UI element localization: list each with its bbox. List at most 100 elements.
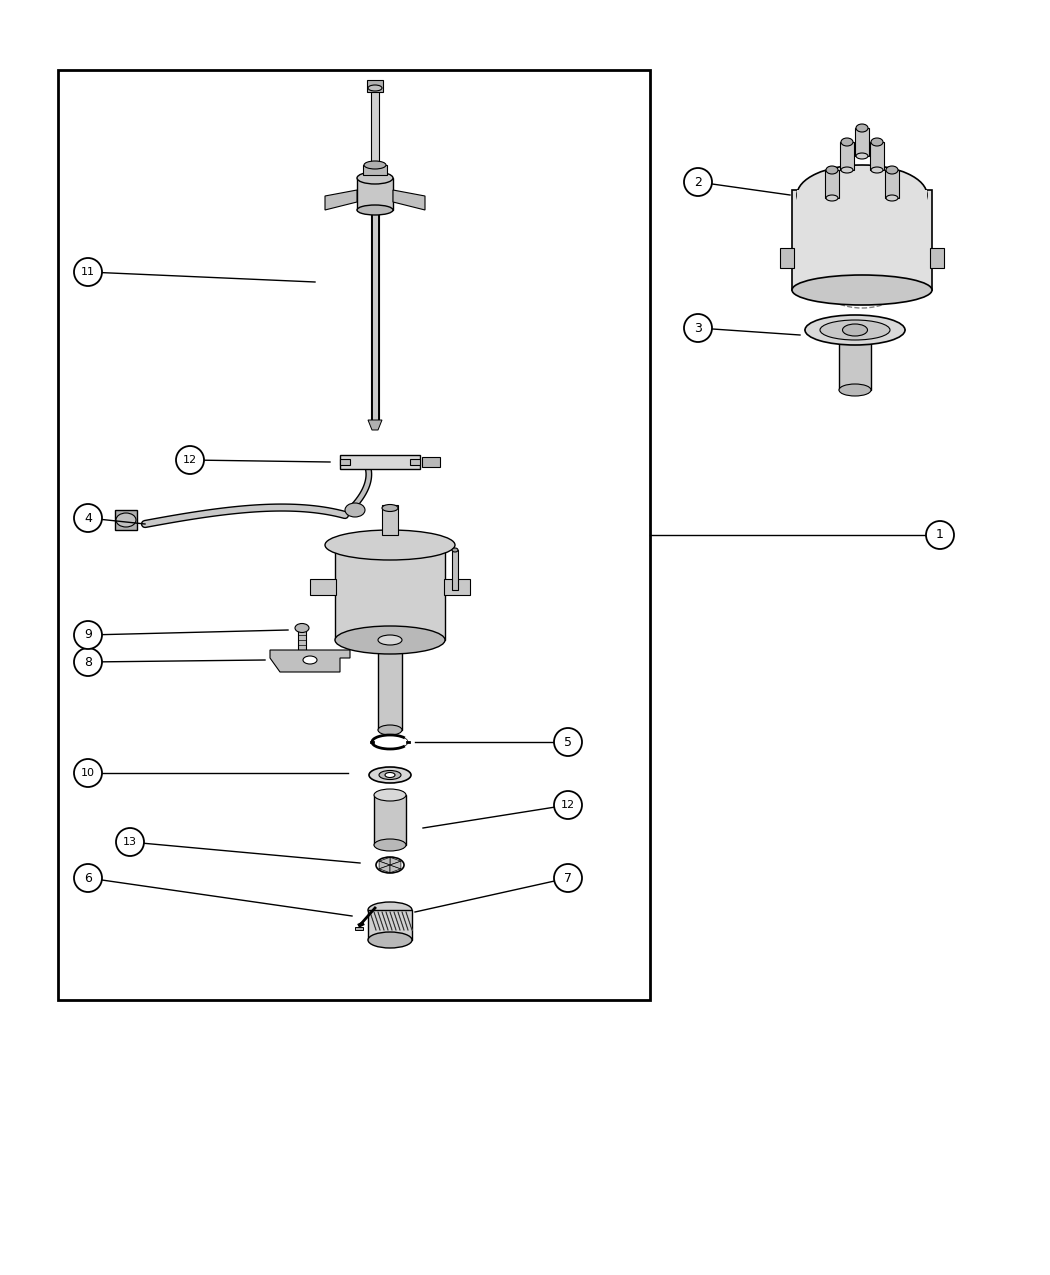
Circle shape <box>554 864 582 892</box>
Bar <box>368 80 383 92</box>
Ellipse shape <box>452 548 458 552</box>
Bar <box>444 579 470 595</box>
Circle shape <box>74 648 102 676</box>
Bar <box>930 249 944 268</box>
Ellipse shape <box>805 315 905 346</box>
Polygon shape <box>270 650 350 672</box>
Ellipse shape <box>374 839 406 850</box>
Circle shape <box>74 864 102 892</box>
Ellipse shape <box>116 513 136 527</box>
Text: 11: 11 <box>81 266 94 277</box>
Ellipse shape <box>856 124 868 133</box>
Bar <box>368 910 412 940</box>
Polygon shape <box>390 857 401 864</box>
Text: 7: 7 <box>564 872 572 885</box>
Ellipse shape <box>805 324 905 337</box>
Bar <box>58 70 650 1000</box>
Ellipse shape <box>378 725 402 734</box>
Bar <box>335 544 445 640</box>
Bar <box>840 142 854 170</box>
Polygon shape <box>379 864 390 872</box>
Circle shape <box>554 728 582 756</box>
Bar <box>371 91 379 419</box>
Text: 5: 5 <box>564 736 572 748</box>
Text: 4: 4 <box>84 511 92 524</box>
Bar <box>310 579 336 595</box>
Ellipse shape <box>368 932 412 949</box>
Bar <box>839 330 872 390</box>
Bar <box>797 190 927 240</box>
Ellipse shape <box>872 167 883 173</box>
Text: 13: 13 <box>123 836 136 847</box>
Bar <box>870 142 884 170</box>
Bar <box>374 796 406 845</box>
Ellipse shape <box>357 172 393 184</box>
Ellipse shape <box>385 773 395 778</box>
Ellipse shape <box>841 138 853 147</box>
Text: 9: 9 <box>84 629 92 641</box>
Ellipse shape <box>303 657 317 664</box>
Polygon shape <box>326 190 357 210</box>
Polygon shape <box>393 190 425 210</box>
Text: 3: 3 <box>694 321 702 334</box>
Ellipse shape <box>856 153 868 159</box>
Text: 10: 10 <box>81 768 94 778</box>
Bar <box>410 459 420 465</box>
Ellipse shape <box>792 275 932 305</box>
Ellipse shape <box>369 768 411 783</box>
Bar <box>357 179 393 210</box>
Bar <box>885 170 899 198</box>
Ellipse shape <box>379 770 401 779</box>
Ellipse shape <box>357 205 393 215</box>
Bar <box>825 170 839 198</box>
Ellipse shape <box>326 530 455 560</box>
Polygon shape <box>390 864 401 872</box>
Bar <box>372 210 378 419</box>
Ellipse shape <box>826 166 838 173</box>
Ellipse shape <box>364 161 386 170</box>
Circle shape <box>554 790 582 819</box>
Bar <box>340 455 420 469</box>
Bar <box>340 459 350 465</box>
Circle shape <box>684 314 712 342</box>
Circle shape <box>176 446 204 474</box>
Text: 12: 12 <box>561 799 575 810</box>
Ellipse shape <box>842 324 867 337</box>
Ellipse shape <box>378 635 402 645</box>
Bar <box>422 456 440 467</box>
Ellipse shape <box>820 320 890 340</box>
Bar <box>855 128 869 156</box>
Ellipse shape <box>841 167 853 173</box>
Bar <box>792 190 932 289</box>
Bar <box>355 927 363 929</box>
Ellipse shape <box>345 504 365 516</box>
Ellipse shape <box>839 384 872 397</box>
Circle shape <box>74 258 102 286</box>
Ellipse shape <box>886 195 898 201</box>
Ellipse shape <box>374 789 406 801</box>
Bar <box>452 550 458 590</box>
Circle shape <box>74 504 102 532</box>
Ellipse shape <box>295 623 309 632</box>
Circle shape <box>116 827 144 856</box>
Text: 2: 2 <box>694 176 702 189</box>
Ellipse shape <box>382 505 398 511</box>
Ellipse shape <box>872 138 883 147</box>
Circle shape <box>926 521 954 550</box>
Bar <box>378 640 402 731</box>
Bar <box>382 505 398 536</box>
Bar <box>298 629 306 650</box>
Text: 8: 8 <box>84 655 92 668</box>
Ellipse shape <box>368 901 412 918</box>
Bar <box>780 249 794 268</box>
Circle shape <box>74 621 102 649</box>
Polygon shape <box>390 861 401 868</box>
Bar <box>363 164 387 175</box>
Ellipse shape <box>797 164 927 224</box>
Bar <box>116 510 136 530</box>
Text: 12: 12 <box>183 455 197 465</box>
Polygon shape <box>379 857 390 864</box>
Text: 1: 1 <box>936 529 944 542</box>
Ellipse shape <box>886 166 898 173</box>
Polygon shape <box>368 419 382 430</box>
